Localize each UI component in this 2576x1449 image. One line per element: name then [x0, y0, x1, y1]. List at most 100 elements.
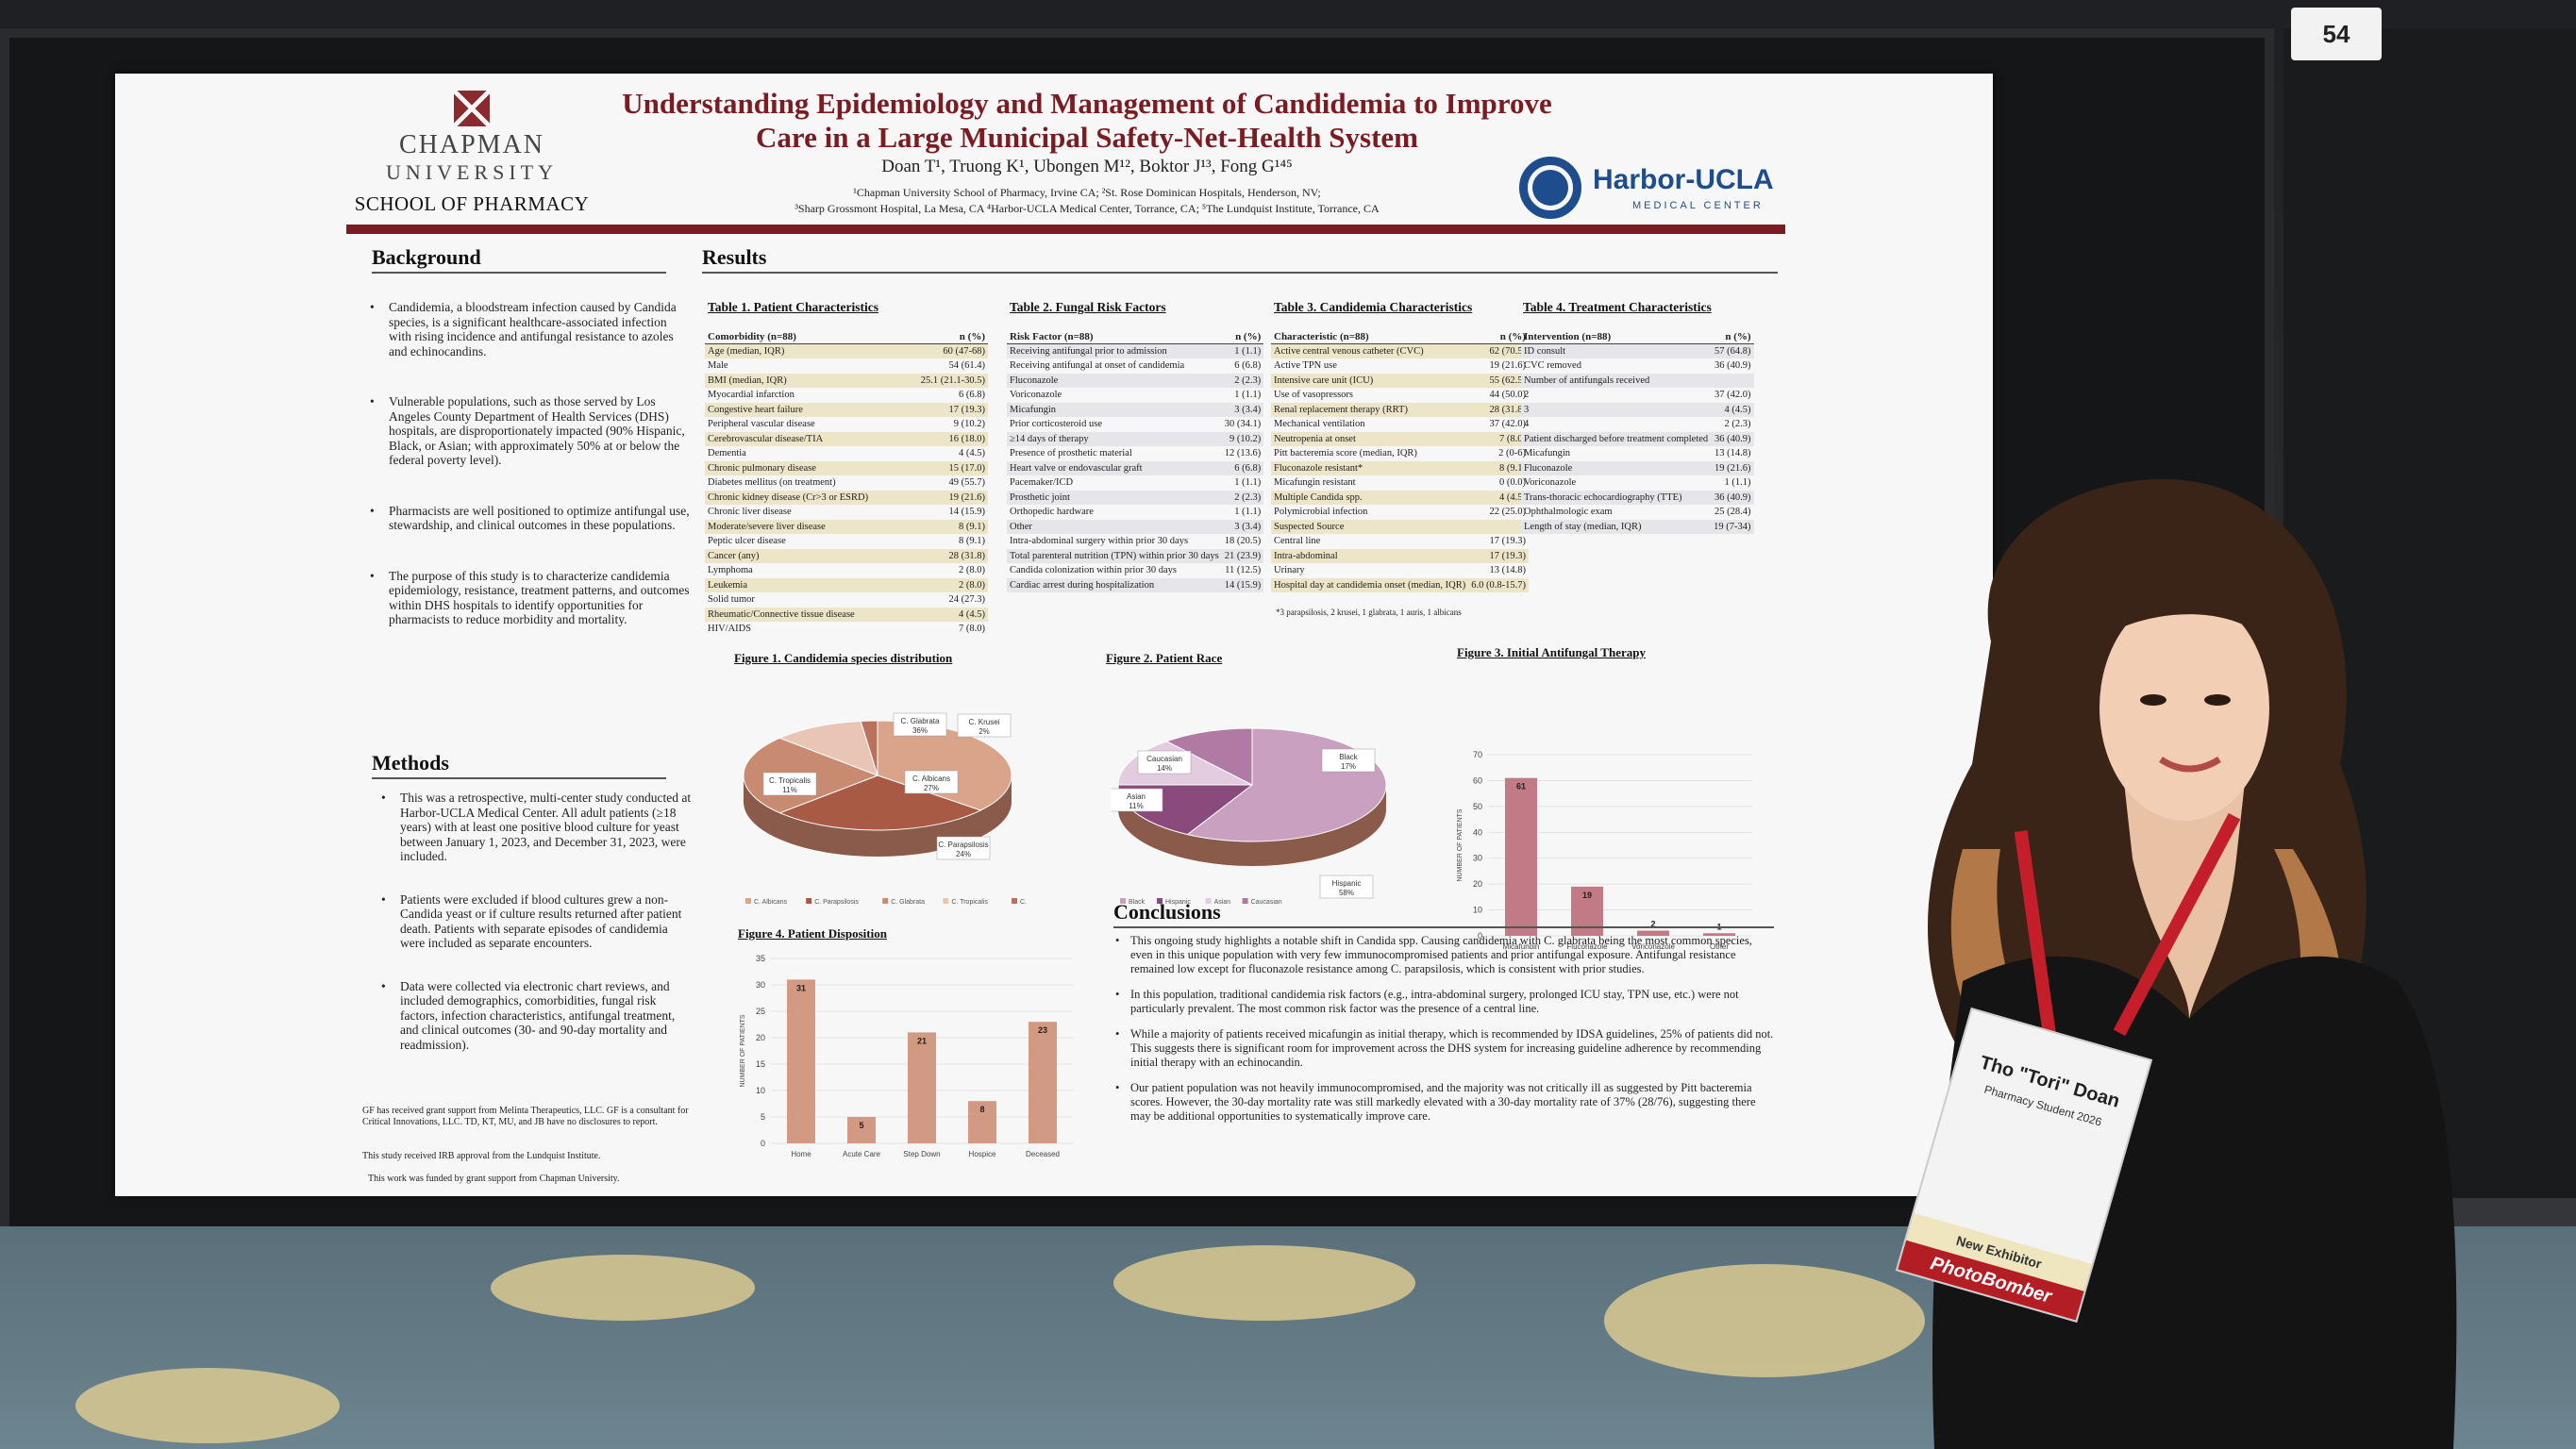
table-cell-label: Congestive heart failure [705, 402, 905, 417]
table-row: Chronic pulmonary disease 15 (17.0) [705, 460, 988, 475]
table-row: Receiving antifungal prior to admission 1… [1007, 343, 1264, 358]
svg-text:C. Tropicalis: C. Tropicalis [769, 776, 811, 785]
table-row: Chronic kidney disease (Cr>3 or ESRD) 19 … [705, 490, 988, 505]
table-cell-label: Fluconazole resistant* [1271, 460, 1469, 475]
table-row: Candida colonization within prior 30 day… [1007, 563, 1263, 578]
table-cell-value: 2 (2.3) [1724, 419, 1751, 430]
poster-authors: Doan T¹, Truong K¹, Ubongen M¹², Boktor … [881, 157, 1293, 176]
section-underline [372, 777, 666, 779]
svg-text:C. Parapsilosis: C. Parapsilosis [938, 841, 988, 849]
table-cell-label: Voriconazole [1524, 477, 1577, 489]
table-cell-value: 30 (34.1) [1224, 419, 1262, 430]
table-row: Trans-thoracic echocardiography (TTE) 36 … [1521, 490, 1754, 505]
legend-entry: C. Glabrata [882, 898, 925, 906]
table-cell-label: Mechanical ventilation [1274, 419, 1365, 430]
table-cell-value: 4 (4.5) [1711, 402, 1754, 417]
y-tick-label: 30 [1473, 854, 1482, 863]
carpet-pattern [75, 1368, 340, 1443]
legend-entry: Asian [1205, 898, 1230, 906]
svg-text:Black: Black [1129, 899, 1146, 906]
table-cell-value: 17 (19.3) [904, 402, 988, 417]
svg-text:C. Parapsilosis: C. Parapsilosis [814, 899, 859, 906]
table-cell-value: 21 (23.9) [1221, 548, 1264, 563]
table4-title: Table 4. Treatment Characteristics [1523, 300, 1712, 314]
table-cell-label: Voriconazole [1010, 390, 1062, 401]
table-row: Cancer (any) 28 (31.8) [705, 548, 988, 563]
table-cell-label: Trans-thoracic echocardiography (TTE) [1521, 490, 1712, 505]
table-cell-label: Receiving antifungal prior to admission [1007, 343, 1222, 358]
background-bullet: Vulnerable populations, such as those se… [370, 394, 691, 468]
table-cell-value: 28 (31.8) [1468, 402, 1529, 417]
pie-slice-asian [1165, 727, 1253, 786]
table-row: Lymphoma 2 (8.0) [705, 563, 988, 578]
figure2-title: Figure 2. Patient Race [1106, 651, 1223, 665]
table-cell-value: 60 (47-68) [904, 343, 988, 358]
table-cell-label: 3 [1521, 402, 1712, 417]
legend-entry: C. Krusei [1012, 898, 1029, 906]
bar-data-label: 8 [979, 1105, 984, 1114]
table-cell-value: 44 (50.0) [1489, 390, 1526, 401]
table-cell-label: Peptic ulcer disease [708, 536, 786, 547]
table4-treatment-characteristics: Intervention (n=88) n (%) ID consult 57 (6… [1521, 330, 1754, 534]
bar-deceased [1029, 1022, 1057, 1143]
table-cell-value: 11 (12.5) [1225, 565, 1262, 576]
bar-step-down [908, 1032, 936, 1143]
table-cell-label: Neutropenia at onset [1271, 431, 1469, 446]
bar-data-label: 21 [917, 1036, 927, 1045]
table-row: Ophthalmologic exam 25 (28.4) [1521, 505, 1754, 520]
table-cell-value: 1 (1.1) [1221, 343, 1264, 358]
figure2-pie-chart: Caucasian14%Black17%Asian11%Hispanic58%B… [1111, 727, 1387, 906]
table-cell-value: 25.1 (21.1-30.5) [904, 373, 988, 388]
left-eye [2140, 694, 2166, 706]
booth-number-tag: 54 [2291, 8, 2382, 60]
table-cell-value: 17 (19.3) [1468, 548, 1529, 563]
table-cell-label: Other [1007, 519, 1222, 534]
table-row: ID consult 57 (64.8) [1521, 343, 1754, 358]
svg-text:C. Albicans: C. Albicans [912, 774, 950, 783]
table-row: Renal replacement therapy (RRT) 28 (31.8) [1271, 402, 1529, 417]
table-row: Multiple Candida spp. 4 (4.5) [1271, 490, 1529, 505]
table4-col2: n (%) [1711, 330, 1754, 344]
legend-entry: Caucasian [1242, 898, 1282, 906]
table-cell-label: Ophthalmologic exam [1524, 507, 1613, 518]
table-cell-value: 0 (0.0) [1498, 477, 1526, 489]
table-cell-value: 19 (7-34) [1711, 519, 1754, 534]
table-cell-value: 55 (62.5) [1468, 373, 1529, 388]
table-cell-value: 12 (13.6) [1224, 448, 1262, 459]
conclusion-bullet: While a majority of patients received mi… [1115, 1027, 1776, 1070]
table-cell-label: Diabetes mellitus (on treatment) [708, 477, 836, 489]
y-tick-label: 10 [756, 1086, 765, 1095]
table-cell-value: 8 (9.1) [959, 536, 985, 547]
y-tick-label: 30 [756, 980, 765, 990]
table-cell-label: Multiple Candida spp. [1271, 490, 1469, 505]
table3-candidemia-characteristics: Characteristic (n=88) n (%) Active centra… [1271, 330, 1529, 592]
table-cell-label: Intra-abdominal surgery within prior 30 … [1010, 536, 1189, 547]
svg-text:Hispanic: Hispanic [1332, 879, 1362, 888]
table-cell-value: 36 (40.9) [1711, 490, 1754, 505]
table-row: Intra-abdominal 17 (19.3) [1271, 548, 1529, 563]
carpet-pattern [1113, 1245, 1415, 1321]
table-row: Myocardial infarction 6 (6.8) [705, 388, 988, 403]
table-cell-label: Pacemaker/ICD [1010, 477, 1074, 489]
table-row: Intra-abdominal surgery within prior 30 … [1007, 534, 1263, 549]
table-cell-label: Heart valve or endovascular graft [1007, 460, 1222, 475]
legend-entry: C. Albicans [745, 898, 788, 906]
y-tick-label: 5 [761, 1112, 765, 1122]
svg-text:C. Glabrata: C. Glabrata [901, 717, 940, 725]
results-heading: Results [702, 245, 767, 269]
table2-col1: Risk Factor (n=88) [1007, 330, 1222, 344]
section-underline [1113, 926, 1774, 928]
table-row: Patient discharged before treatment comp… [1521, 431, 1754, 446]
table-row: Number of antifungals received [1521, 373, 1754, 388]
table3-col2: n (%) [1468, 330, 1529, 344]
svg-text:17%: 17% [1341, 762, 1356, 771]
methods-heading: Methods [372, 751, 449, 774]
table-cell-label: Male [708, 360, 728, 372]
y-tick-label: 70 [1473, 750, 1482, 759]
table-cell-value: 54 (61.4) [948, 360, 986, 372]
table4-col1: Intervention (n=88) [1521, 330, 1712, 344]
table-cell-label: Number of antifungals received [1521, 373, 1712, 388]
